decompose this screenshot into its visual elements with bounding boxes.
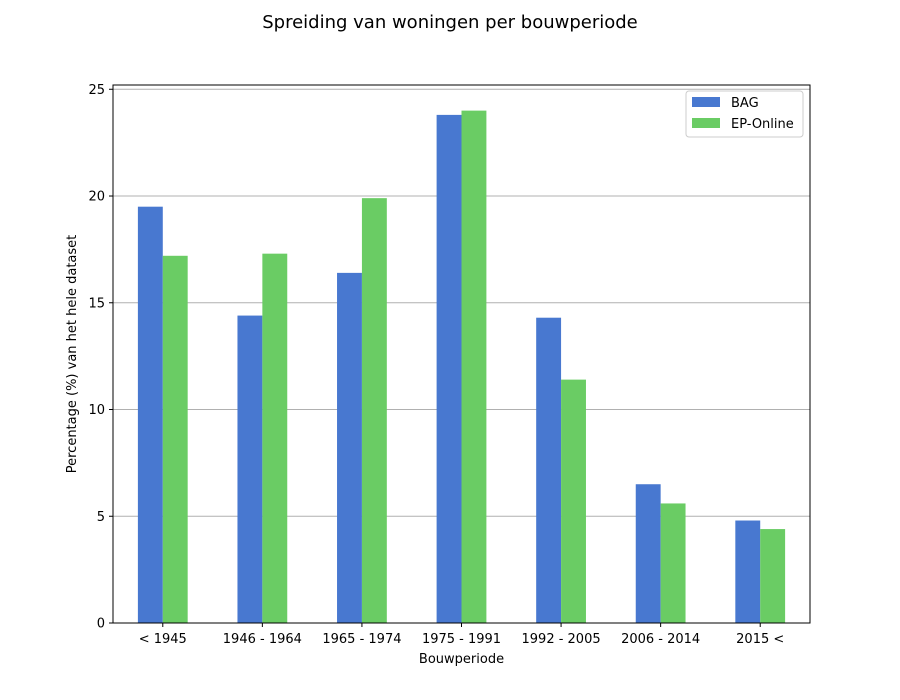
bar-ep-online — [361, 198, 387, 623]
x-tick-label: 1946 - 1964 — [223, 632, 302, 647]
x-tick-label: 1975 - 1991 — [422, 632, 501, 647]
x-tick-label: < 1945 — [139, 632, 187, 647]
bar-bag — [137, 206, 163, 623]
legend-label-bag: BAG — [731, 96, 759, 111]
y-tick-label: 10 — [88, 403, 105, 418]
x-tick-label: 1965 - 1974 — [322, 632, 401, 647]
bar-bag — [237, 315, 263, 623]
y-axis-label: Percentage (%) van het hele dataset — [65, 235, 80, 474]
x-tick-label: 2006 - 2014 — [621, 632, 700, 647]
bar-bag — [735, 520, 761, 623]
x-tick-label: 2015 < — [736, 632, 784, 647]
y-tick-label: 20 — [88, 190, 105, 205]
y-tick-label: 15 — [88, 296, 105, 311]
legend-swatch-ep-online — [692, 118, 720, 128]
y-tick-label: 5 — [97, 510, 105, 525]
bar-ep-online — [162, 255, 188, 624]
bar-bag — [337, 272, 362, 623]
bar-ep-online — [760, 529, 786, 623]
bar-bag — [436, 114, 462, 623]
bar-ep-online — [461, 110, 487, 624]
y-axis-ticks: 0 5 10 15 20 25 — [88, 83, 113, 632]
bar-bag — [536, 317, 562, 623]
chart-title: Spreiding van woningen per bouwperiode — [262, 12, 638, 33]
bar-ep-online — [660, 503, 686, 623]
legend-swatch-bag — [692, 97, 720, 107]
bars — [137, 110, 786, 624]
x-axis-ticks: < 1945 1946 - 1964 1965 - 1974 1975 - 1991 1… — [139, 623, 784, 647]
x-axis-label: Bouwperiode — [419, 652, 504, 667]
bar-ep-online — [561, 379, 586, 623]
bar-bag — [635, 484, 661, 623]
y-tick-label: 25 — [88, 83, 105, 98]
legend-label-ep-online: EP-Online — [731, 117, 794, 132]
x-tick-label: 1992 - 2005 — [522, 632, 601, 647]
legend: BAG EP-Online — [685, 90, 804, 138]
y-tick-label: 0 — [97, 617, 105, 632]
bar-ep-online — [262, 253, 288, 623]
